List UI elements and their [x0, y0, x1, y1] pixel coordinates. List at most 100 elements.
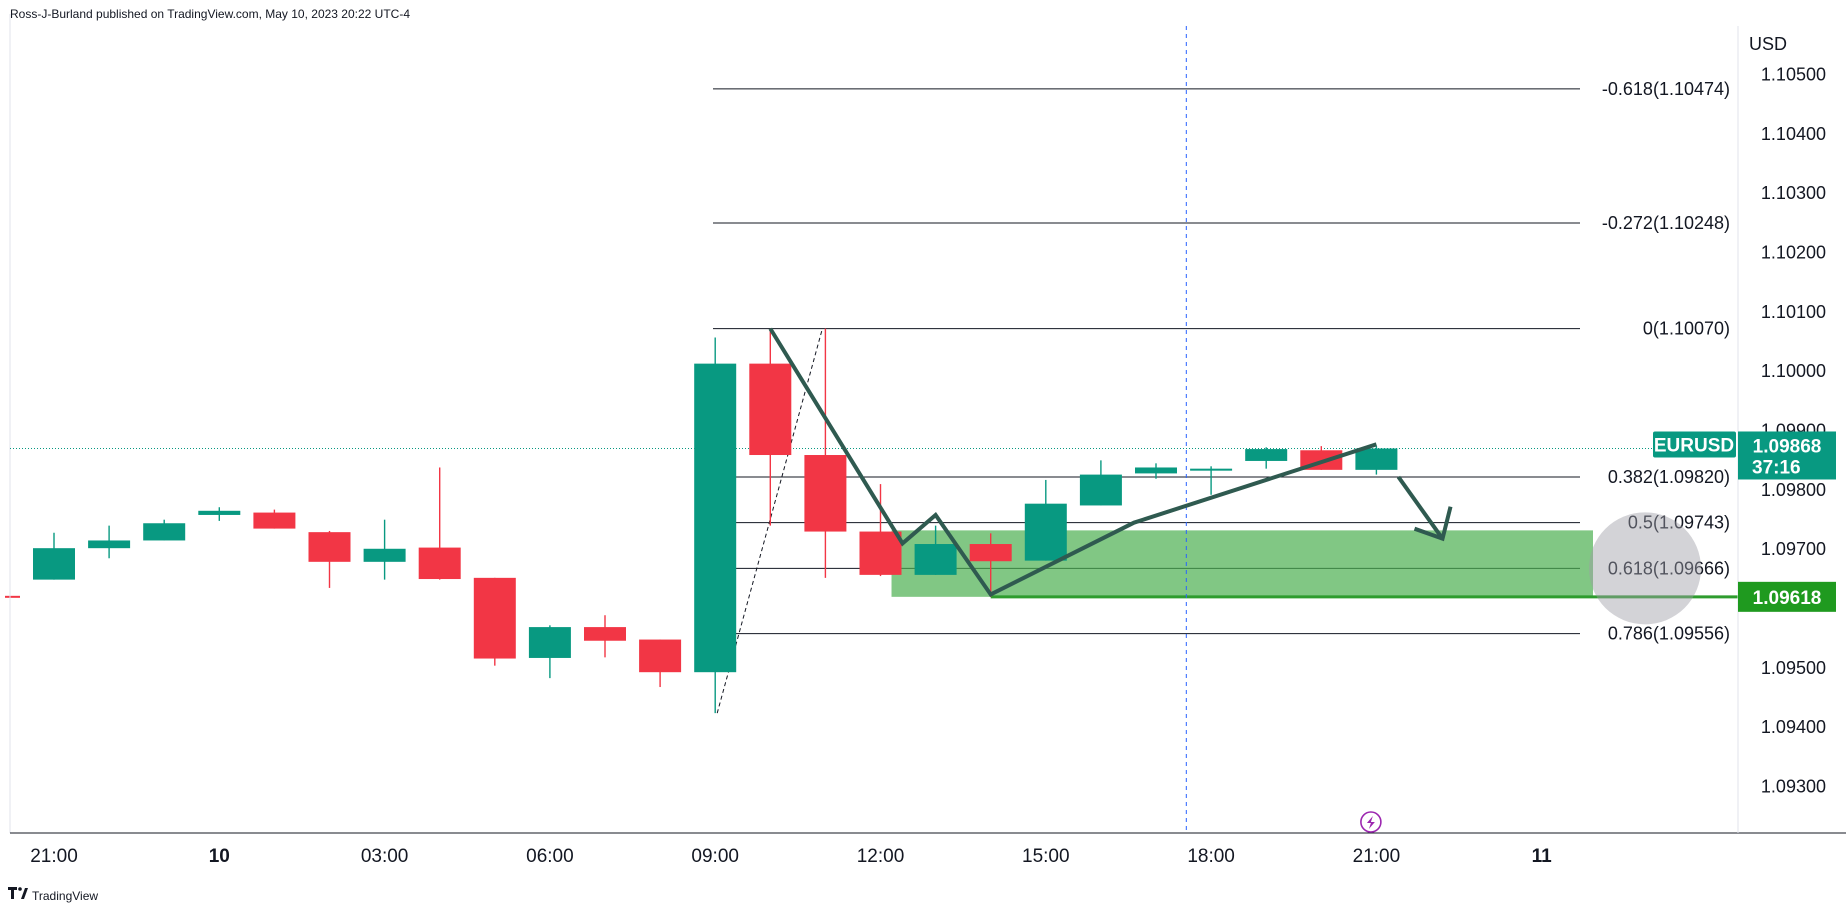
fib-level-label: 0(1.10070): [1643, 319, 1730, 339]
price-tick-label: 1.09400: [1761, 717, 1826, 737]
candle: [1355, 446, 1398, 475]
price-tick-label: 1.09800: [1761, 480, 1826, 500]
symbol-badge-label: EURUSD: [1654, 435, 1734, 456]
projection-arrow-head[interactable]: [1413, 506, 1453, 542]
price-badge-bg: [1738, 431, 1836, 480]
candle-body: [88, 540, 131, 549]
candle-body: [1355, 448, 1398, 470]
candle: [694, 337, 737, 714]
chart-reference-lines: [9, 14, 1846, 834]
candle: [198, 507, 241, 521]
fib-level-label: 0.618(1.09666): [1608, 558, 1730, 578]
candle-body: [749, 363, 792, 456]
candle: [1245, 447, 1288, 469]
symbol-badge-bg: [1653, 431, 1736, 458]
candle-body: [1079, 474, 1122, 506]
publisher-caption: Ross-J-Burland published on TradingView.…: [10, 7, 410, 21]
candle: [253, 509, 296, 529]
candle-body: [528, 627, 571, 658]
candle-body: [143, 523, 186, 541]
axes: USD 1.10500 1.10400 1.10300 1.10200 1.10100 1.…: [30, 34, 1826, 867]
zigzag-pattern-line[interactable]: [768, 327, 1378, 598]
pattern-drawing[interactable]: [768, 327, 1701, 625]
fib-level-label: 0.786(1.09556): [1608, 624, 1730, 644]
candle: [584, 615, 626, 658]
time-tick-label: 21:00: [30, 846, 78, 867]
price-tick-label: 1.10400: [1761, 124, 1826, 144]
candle: [914, 525, 957, 575]
support-price-badge: 1.09618: [1738, 581, 1836, 612]
candle: [1190, 466, 1233, 495]
candle-body: [308, 532, 351, 562]
candle-body: [914, 544, 957, 575]
candle-body: [418, 547, 461, 580]
candle-body: [473, 577, 516, 659]
candle: [33, 532, 75, 580]
price-tick-label: 1.09300: [1761, 777, 1826, 797]
price-axis-currency: USD: [1749, 34, 1787, 54]
candle-body: [1135, 467, 1177, 474]
candle-body: [363, 548, 406, 562]
candle-body: [253, 512, 296, 529]
candle: [528, 625, 571, 679]
candle: [473, 577, 516, 666]
candle: [1024, 479, 1067, 561]
candle-body: [1245, 449, 1288, 461]
price-badge-value: 1.09868: [1753, 436, 1822, 457]
candle-body: [33, 548, 75, 580]
price-tick-label: 1.10500: [1761, 64, 1826, 84]
support-zone-rect: [891, 530, 1593, 597]
fib-level-label: 0.382(1.09820): [1608, 467, 1730, 487]
time-tick-label: 18:00: [1187, 846, 1235, 867]
candle: [308, 530, 351, 588]
candle-body: [1024, 503, 1067, 561]
candle-body: [859, 531, 902, 575]
time-tick-label: 21:00: [1353, 846, 1401, 867]
bolt-icon-ring: [1360, 811, 1382, 833]
time-tick-label: 15:00: [1022, 846, 1070, 867]
price-tick-label: 1.09700: [1761, 539, 1826, 559]
countdown-label: 37:16: [1752, 457, 1801, 478]
fib-level-label: -0.618(1.10474): [1602, 79, 1730, 99]
projection-arrow-line[interactable]: [1396, 475, 1445, 540]
bolt-icon-glyph: [1366, 816, 1375, 829]
price-tick-label: 1.10300: [1761, 183, 1826, 203]
candle: [969, 533, 1012, 597]
candle: [1135, 463, 1177, 479]
candle-body: [198, 510, 241, 515]
support-badge-value: 1.09618: [1753, 588, 1822, 609]
candle: [749, 330, 792, 526]
candle: [418, 467, 461, 580]
time-tick-label: 09:00: [691, 846, 739, 867]
candle: [143, 519, 186, 541]
candle-body: [804, 455, 847, 532]
candle: [639, 639, 682, 688]
candle: [363, 519, 406, 580]
candle-body: [694, 363, 737, 673]
price-tick-label: 1.09500: [1761, 658, 1826, 678]
candle: [804, 328, 847, 578]
candle: [1079, 460, 1122, 506]
fib-level-label: -0.272(1.10248): [1602, 213, 1730, 233]
lightning-bolt-icon[interactable]: [1360, 811, 1382, 833]
candle-body: [969, 544, 1012, 562]
candle: [88, 525, 131, 559]
fibonacci-levels[interactable]: -0.618(1.10474) -0.272(1.10248) 0(1.10070)…: [713, 79, 1730, 714]
candle-body: [584, 627, 626, 641]
price-tick-label: 1.10000: [1761, 361, 1826, 381]
footer-brand[interactable]: TradingView: [8, 887, 98, 903]
fib-level-label: 0.5(1.09743): [1628, 513, 1730, 533]
candle-body: [639, 639, 682, 673]
time-tick-label: 11: [1532, 846, 1553, 867]
time-tick-label: 10: [209, 846, 230, 867]
cursor-highlight: [1589, 512, 1701, 625]
candle-body: [1190, 468, 1233, 471]
tradingview-logo-icon: [8, 887, 28, 899]
price-tick-label: 1.10200: [1761, 242, 1826, 262]
support-badge-bg: [1738, 581, 1836, 612]
time-tick-label: 12:00: [857, 846, 905, 867]
candles: [33, 328, 1398, 714]
